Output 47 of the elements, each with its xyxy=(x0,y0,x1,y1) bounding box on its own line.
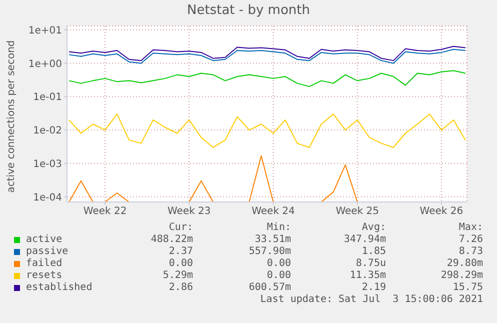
text: 0.00 xyxy=(168,258,193,269)
text: 2.86 xyxy=(168,282,193,293)
x-tick-label: Week 24 xyxy=(252,206,295,218)
text: 33.51m xyxy=(254,234,291,245)
text: 557.90m xyxy=(248,246,291,257)
text: 0.00 xyxy=(266,258,291,269)
text: 8.75u xyxy=(356,258,386,269)
y-tick-label: 1e-03 xyxy=(33,158,62,170)
text: 2.19 xyxy=(362,282,386,293)
text: 298.29m xyxy=(440,270,483,281)
text: 15.75 xyxy=(452,282,483,293)
y-tick-label: 1e-01 xyxy=(33,92,62,104)
chart-title: Netstat - by month xyxy=(186,3,311,18)
text: 488.22m xyxy=(150,234,193,245)
text: 600.57m xyxy=(248,282,291,293)
line-series xyxy=(68,46,466,62)
text: 7.26 xyxy=(458,234,483,245)
line-series xyxy=(68,114,466,148)
text: 1.85 xyxy=(362,246,386,257)
x-tick-label: Week 26 xyxy=(420,206,464,218)
text: Avg: xyxy=(362,222,386,233)
y-tick-label: 1e-02 xyxy=(33,126,62,137)
text: 29.80m xyxy=(446,258,483,269)
y-tick-label: 1e+01 xyxy=(28,25,62,36)
x-tick-label: Week 25 xyxy=(336,206,380,218)
legend-label: resets xyxy=(26,270,62,281)
text: Max: xyxy=(458,222,483,233)
text: 347.94m xyxy=(344,234,386,245)
text: Cur: xyxy=(168,222,193,233)
text: 0.00 xyxy=(266,270,291,281)
text: 11.35m xyxy=(350,270,386,281)
x-tick-label: Week 23 xyxy=(167,206,211,218)
text: 2.37 xyxy=(168,246,193,257)
legend-label: active xyxy=(26,234,62,245)
y-tick-label: 1e-04 xyxy=(33,192,62,204)
y-axis-title: active connections per second xyxy=(6,40,17,192)
text: Min: xyxy=(266,222,291,233)
x-tick-label: Week 22 xyxy=(83,206,127,218)
text: Last update: Sat Jul 3 15:00:06 2021 xyxy=(260,294,483,305)
y-tick-label: 1e+00 xyxy=(28,58,62,70)
legend-label: failed xyxy=(26,258,62,269)
legend-label: passive xyxy=(26,246,68,257)
text: 5.29m xyxy=(162,270,193,281)
line-series xyxy=(68,48,466,64)
line-series xyxy=(68,70,466,88)
text: 8.73 xyxy=(458,246,483,257)
legend-label: established xyxy=(26,282,92,293)
